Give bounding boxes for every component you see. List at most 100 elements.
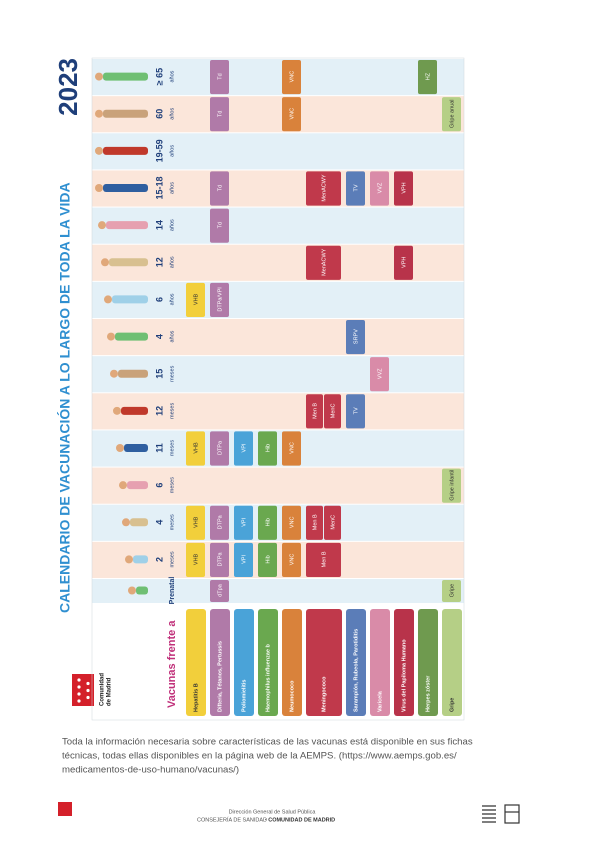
person-head xyxy=(95,146,103,155)
vaccine-cell xyxy=(186,282,205,317)
footer: Toda la información necesaria sobre cara… xyxy=(58,737,520,824)
person-head xyxy=(101,258,109,267)
person-body xyxy=(127,481,148,490)
vaccine-cell-label: Gripe xyxy=(449,584,455,597)
age-label: 12 xyxy=(154,406,164,416)
vaccine-cell xyxy=(442,468,461,503)
vaccine-cell xyxy=(418,60,437,95)
vaccine-name: Haemophilus influenzae b xyxy=(265,644,271,712)
age-unit: meses xyxy=(169,514,175,530)
vaccine-cell-label: VHB xyxy=(193,553,199,565)
vaccine-cell-label: VPI xyxy=(241,555,247,564)
vaccine-cell xyxy=(210,171,229,206)
person-body xyxy=(124,444,148,452)
vaccine-cell-label: VVZ xyxy=(377,182,383,193)
person-head xyxy=(104,295,112,304)
vaccine-cell-label: MenACWY xyxy=(321,174,327,202)
vaccine-label-box xyxy=(210,609,230,716)
vaccine-label-box xyxy=(186,609,206,716)
vaccine-cell xyxy=(210,580,229,602)
person-head xyxy=(113,406,121,415)
vaccine-name: Hepatitis B xyxy=(193,683,199,712)
vaccine-cell xyxy=(210,97,229,132)
vaccine-cell xyxy=(306,171,341,206)
vaccine-cell xyxy=(370,357,389,392)
column-bg xyxy=(92,430,464,467)
person-body xyxy=(103,72,148,81)
vaccine-cell-label: Hib xyxy=(265,555,271,563)
vaccine-cell xyxy=(282,505,301,540)
vaccine-cell xyxy=(346,319,365,355)
vaccine-cell-label: Td xyxy=(217,73,223,79)
vaccine-cell xyxy=(282,542,301,577)
vaccine-cell xyxy=(324,505,341,540)
vaccine-cell-label: HZ xyxy=(425,72,431,80)
logo-square xyxy=(72,674,94,706)
vaccine-name: Virus del Papiloma Humano xyxy=(401,639,407,712)
vaccine-cell-label: VPH xyxy=(401,182,407,193)
vaccine-cell xyxy=(186,505,205,540)
age-unit: años xyxy=(169,108,175,120)
vaccine-cell xyxy=(234,542,253,577)
age-label: 60 xyxy=(154,109,164,119)
vaccine-cell xyxy=(282,431,301,466)
vaccine-cell xyxy=(186,431,205,466)
vaccine-label-box xyxy=(370,609,390,716)
column-bg xyxy=(92,96,464,133)
vaccine-name: Herpes zóster xyxy=(425,675,431,712)
vaccine-cell xyxy=(306,394,323,429)
person-head xyxy=(119,481,127,490)
calendar-frame xyxy=(91,57,465,721)
vaccine-cell xyxy=(210,60,229,95)
vaccine-cell-label: VNC xyxy=(289,516,295,528)
vaccine-cell-label: VNC xyxy=(289,71,295,83)
vaccine-label-box xyxy=(258,609,278,716)
vaccine-cell xyxy=(234,431,253,466)
vaccine-cell-label: VNC xyxy=(289,108,295,120)
vaccine-cell xyxy=(258,505,277,540)
age-unit: años xyxy=(169,219,175,231)
rows-heading: Vacunas frente a xyxy=(166,620,178,708)
vaccine-cell-label: Hib xyxy=(265,518,271,526)
column-bg xyxy=(92,59,464,96)
vaccine-cell-label: MenC xyxy=(330,515,336,530)
vaccine-cell-label: Td xyxy=(217,222,223,228)
person-head xyxy=(95,184,103,192)
column-bg xyxy=(92,207,464,244)
age-unit: años xyxy=(169,182,175,194)
footer-logo xyxy=(58,802,72,816)
age-label: 6 xyxy=(154,297,164,302)
age-label: 19-59 xyxy=(154,139,164,162)
age-label: 4 xyxy=(154,334,164,339)
vaccine-cell xyxy=(258,542,277,577)
person-body xyxy=(130,518,148,527)
logo-star xyxy=(77,685,81,689)
vaccine-cell xyxy=(210,208,229,243)
page-icon xyxy=(504,804,520,824)
age-unit: meses xyxy=(169,403,175,419)
vaccine-cell-label: DTPa xyxy=(217,514,223,529)
vaccine-cell-label: Td xyxy=(217,185,223,191)
age-label: 15 xyxy=(154,369,164,379)
vaccine-label-box xyxy=(282,609,302,716)
person-body xyxy=(103,109,148,118)
logo-star xyxy=(77,699,81,703)
title: CALENDARIO DE VACUNACIÓN A LO LARGO DE T… xyxy=(56,182,73,613)
person-body xyxy=(103,146,148,155)
vaccine-cell-label: DTPa/VPI xyxy=(217,287,223,312)
column-bg xyxy=(92,393,464,430)
age-unit: meses xyxy=(169,440,175,456)
footer-line: Toda la información necesaria sobre cara… xyxy=(62,737,473,748)
person-head xyxy=(95,72,103,81)
age-unit: meses xyxy=(169,477,175,493)
vaccine-cell-label: VHB xyxy=(193,442,199,454)
person-head xyxy=(122,518,130,527)
vaccine-cell-label: VHB xyxy=(193,293,199,305)
age-unit: años xyxy=(169,256,175,268)
age-label: 14 xyxy=(154,220,164,230)
vaccine-cell-label: dTpa xyxy=(217,583,223,596)
person-body xyxy=(121,406,148,415)
vaccine-cell-label: Hib xyxy=(265,444,271,452)
person-body xyxy=(106,221,148,230)
menu-icon xyxy=(482,805,496,823)
